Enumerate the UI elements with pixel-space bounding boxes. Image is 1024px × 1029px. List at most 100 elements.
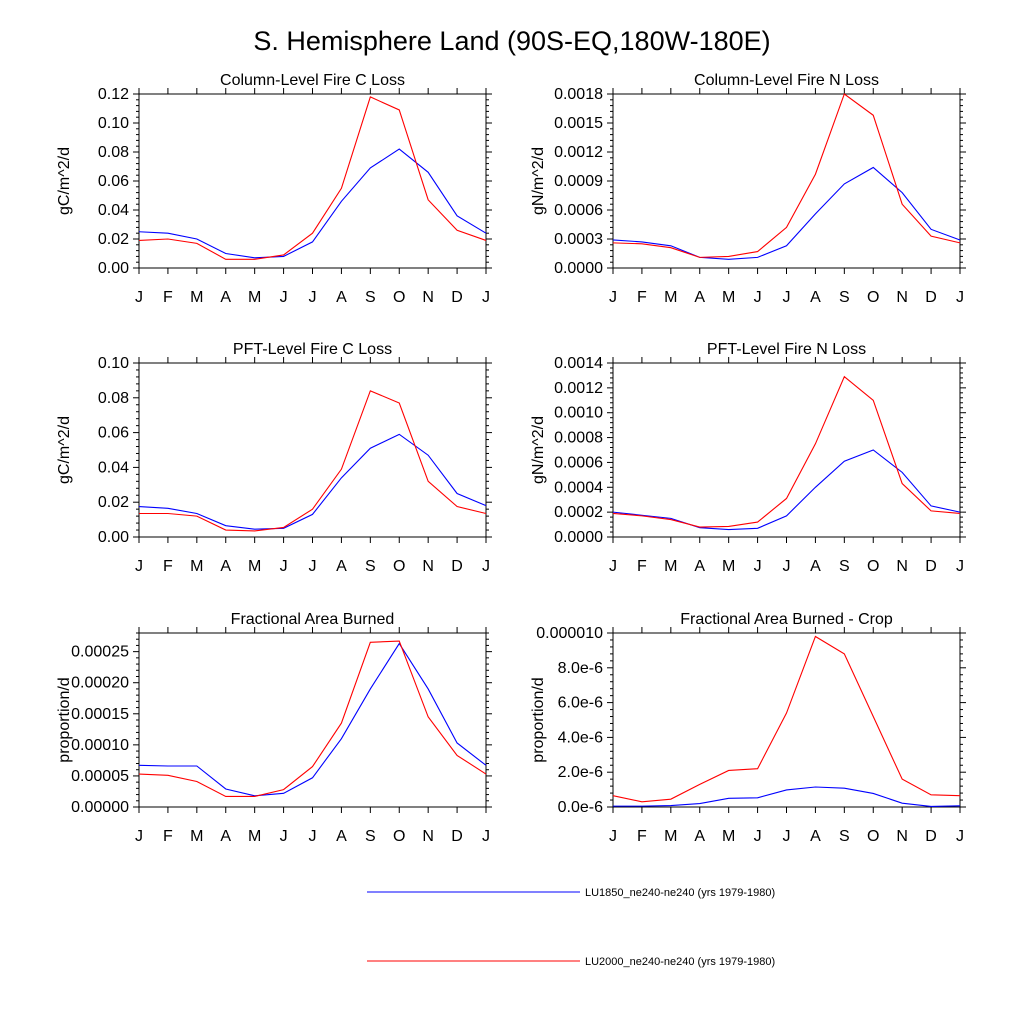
y-tick-label: 0.10 (98, 355, 129, 372)
x-tick-label: J (956, 558, 964, 575)
y-tick-label: 0.00020 (71, 675, 129, 692)
legend: LU1850_ne240-ne240 (yrs 1979-1980) LU200… (367, 887, 775, 968)
x-tick-label: D (451, 289, 463, 306)
y-tick-label: 0.02 (98, 494, 129, 511)
x-tick-label: N (422, 558, 434, 575)
series-line-2 (138, 640, 487, 797)
chart-panels: Column-Level Fire C Loss gC/m^2/d 0.00 0.02… (56, 72, 966, 845)
x-tick-label: A (810, 828, 821, 845)
y-tick-label: 0.0008 (554, 430, 603, 447)
x-tick-label: F (637, 828, 647, 845)
x-tick-label: F (163, 828, 173, 845)
y-tick-label: 0.0000 (554, 529, 603, 546)
y-tick-label: 0.00000 (71, 799, 129, 816)
chart-title: Fractional Area Burned (231, 611, 395, 628)
y-tick-label: 0.0014 (554, 355, 603, 372)
y-tick-label: 0.06 (98, 425, 129, 442)
plot-frame (612, 362, 961, 538)
x-tick-label: J (280, 828, 288, 845)
chart-title: PFT-Level Fire C Loss (233, 341, 392, 358)
x-tick-label: O (393, 828, 405, 845)
chart-panel-1: Column-Level Fire C Loss gC/m^2/d 0.00 0.02… (56, 72, 492, 306)
x-tick-label: J (754, 289, 762, 306)
y-tick-label: 0.000010 (536, 625, 603, 642)
x-tick-label: N (896, 558, 908, 575)
x-tick-label: F (637, 558, 647, 575)
y-tick-label: 0.0004 (554, 479, 603, 496)
series-line-2 (139, 390, 487, 532)
y-axis-label: gN/m^2/d (530, 147, 547, 215)
x-tick-label: N (896, 289, 908, 306)
series-line-2 (612, 93, 961, 258)
plot-frame (138, 632, 487, 808)
y-tick-label: 0.00015 (71, 706, 129, 723)
x-tick-label: F (637, 289, 647, 306)
x-tick-label: M (190, 289, 203, 306)
y-tick-label: 0.0e-6 (558, 799, 603, 816)
x-tick-label: A (220, 558, 231, 575)
x-tick-label: D (925, 558, 937, 575)
y-tick-label: 0.06 (98, 173, 129, 190)
x-tick-label: A (220, 289, 231, 306)
x-tick-label: A (810, 558, 821, 575)
y-tick-label: 0.00005 (71, 768, 129, 785)
x-tick-label: M (722, 558, 735, 575)
x-tick-label: J (482, 289, 490, 306)
x-tick-label: J (482, 828, 490, 845)
y-tick-label: 0.0015 (554, 115, 603, 132)
x-tick-label: J (783, 558, 791, 575)
x-tick-label: S (839, 289, 850, 306)
x-tick-label: J (135, 558, 143, 575)
y-tick-label: 0.08 (98, 144, 129, 161)
x-tick-label: J (135, 289, 143, 306)
x-axis-ticks (138, 88, 487, 274)
x-axis-ticks (612, 357, 961, 543)
x-tick-label: J (783, 828, 791, 845)
x-tick-label: D (451, 558, 463, 575)
y-tick-label: 0.0002 (554, 504, 603, 521)
legend-label-series-2: LU2000_ne240-ne240 (yrs 1979-1980) (585, 956, 775, 968)
y-tick-label: 0.0006 (554, 202, 603, 219)
y-axis-label: proportion/d (56, 677, 73, 762)
x-tick-label: S (365, 828, 376, 845)
x-tick-label: J (956, 828, 964, 845)
x-tick-label: N (422, 828, 434, 845)
plot-frame (612, 632, 961, 808)
series-line-2 (612, 635, 961, 803)
chart-title: Fractional Area Burned - Crop (680, 611, 893, 628)
x-tick-label: J (754, 558, 762, 575)
x-tick-label: S (839, 828, 850, 845)
chart-title: Column-Level Fire N Loss (694, 72, 879, 89)
x-tick-label: O (867, 289, 879, 306)
y-tick-label: 0.0009 (554, 173, 603, 190)
x-tick-label: J (309, 828, 317, 845)
x-tick-label: O (867, 558, 879, 575)
x-tick-label: D (925, 828, 937, 845)
chart-panel-4: PFT-Level Fire N Loss gN/m^2/d 0.0000 0.000… (530, 341, 966, 575)
series-line-1 (612, 166, 961, 260)
y-tick-label: 0.04 (98, 459, 129, 476)
x-tick-label: J (956, 289, 964, 306)
series-line-2 (612, 375, 961, 528)
y-tick-label: 0.00 (98, 260, 129, 277)
y-axis-ticks (607, 632, 966, 808)
x-tick-label: J (482, 558, 490, 575)
chart-panel-2: Column-Level Fire N Loss gN/m^2/d 0.0000 0.… (530, 72, 966, 306)
x-tick-label: A (694, 828, 705, 845)
y-axis-label: gC/m^2/d (56, 416, 73, 484)
x-tick-label: A (694, 289, 705, 306)
y-tick-label: 0.04 (98, 202, 129, 219)
y-axis-ticks (607, 93, 966, 269)
x-tick-label: J (609, 828, 617, 845)
series-line-1 (138, 433, 487, 530)
y-tick-label: 0.08 (98, 390, 129, 407)
x-tick-label: J (280, 558, 288, 575)
chart-title: PFT-Level Fire N Loss (707, 341, 866, 358)
y-tick-label: 0.0000 (554, 260, 603, 277)
x-tick-label: F (163, 289, 173, 306)
x-tick-label: O (867, 828, 879, 845)
figure-title: S. Hemisphere Land (90S-EQ,180W-180E) (253, 26, 770, 56)
x-tick-label: M (664, 289, 677, 306)
series-line-1 (613, 786, 961, 808)
